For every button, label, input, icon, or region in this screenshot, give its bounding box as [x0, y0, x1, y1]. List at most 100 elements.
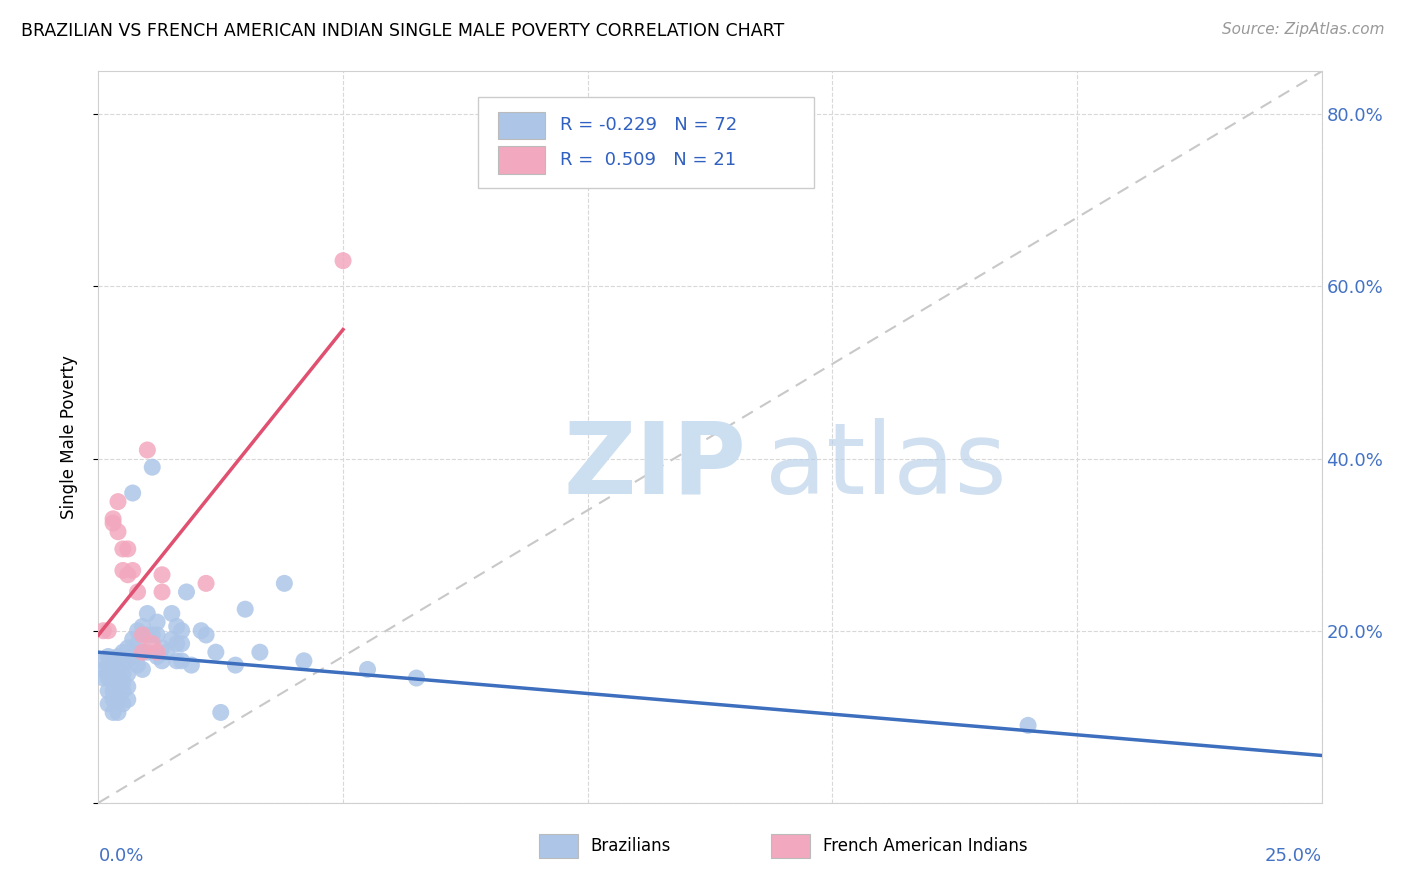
Point: [131, 619, 153, 633]
Point: [107, 662, 129, 676]
Point: [131, 645, 153, 659]
Point: [121, 564, 143, 578]
Point: [101, 512, 124, 526]
Point: [91, 624, 114, 638]
Point: [160, 607, 183, 621]
Point: [117, 666, 139, 681]
Point: [111, 697, 134, 711]
Point: [136, 442, 159, 457]
Point: [136, 628, 159, 642]
Point: [127, 624, 149, 638]
Point: [170, 637, 193, 651]
Point: [156, 645, 179, 659]
Point: [292, 654, 315, 668]
Point: [107, 494, 129, 508]
Point: [141, 628, 163, 642]
Point: [180, 658, 202, 673]
Point: [166, 654, 188, 668]
Point: [170, 624, 193, 638]
Point: [91, 662, 114, 676]
Point: [131, 662, 153, 676]
Point: [136, 645, 159, 659]
FancyBboxPatch shape: [498, 112, 546, 139]
Point: [97, 649, 120, 664]
Point: [150, 585, 173, 599]
Text: Source: ZipAtlas.com: Source: ZipAtlas.com: [1222, 22, 1385, 37]
Point: [111, 645, 134, 659]
Point: [150, 654, 173, 668]
Text: atlas: atlas: [765, 417, 1007, 515]
FancyBboxPatch shape: [478, 97, 814, 188]
Point: [150, 640, 173, 655]
Text: BRAZILIAN VS FRENCH AMERICAN INDIAN SINGLE MALE POVERTY CORRELATION CHART: BRAZILIAN VS FRENCH AMERICAN INDIAN SING…: [21, 22, 785, 40]
Text: ZIP: ZIP: [564, 417, 747, 515]
Point: [273, 576, 295, 591]
Point: [332, 253, 354, 268]
Point: [205, 645, 228, 659]
Point: [101, 666, 124, 681]
Text: 0.0%: 0.0%: [98, 847, 143, 864]
Text: French American Indians: French American Indians: [823, 837, 1028, 855]
Point: [166, 619, 188, 633]
Point: [195, 576, 218, 591]
Point: [111, 684, 134, 698]
Point: [150, 567, 173, 582]
Point: [121, 649, 143, 664]
Point: [141, 637, 163, 651]
Point: [101, 675, 124, 690]
Point: [160, 632, 183, 647]
Point: [101, 516, 124, 530]
Point: [107, 692, 129, 706]
Text: Brazilians: Brazilians: [591, 837, 671, 855]
Point: [101, 658, 124, 673]
Text: R = -0.229   N = 72: R = -0.229 N = 72: [560, 117, 737, 135]
Point: [131, 645, 153, 659]
Point: [97, 662, 120, 676]
Point: [166, 637, 188, 651]
Point: [107, 675, 129, 690]
Point: [190, 624, 212, 638]
Point: [1017, 718, 1039, 732]
Point: [117, 654, 139, 668]
Point: [111, 654, 134, 668]
Point: [127, 658, 149, 673]
Point: [111, 675, 134, 690]
Point: [97, 684, 120, 698]
Point: [101, 706, 124, 720]
Point: [141, 460, 163, 475]
Point: [107, 524, 129, 539]
Point: [131, 628, 153, 642]
Text: R =  0.509   N = 21: R = 0.509 N = 21: [560, 151, 735, 169]
Point: [176, 585, 198, 599]
Point: [117, 541, 139, 556]
Point: [121, 632, 143, 647]
Point: [101, 684, 124, 698]
FancyBboxPatch shape: [772, 834, 810, 858]
Point: [97, 624, 120, 638]
Point: [117, 567, 139, 582]
Point: [97, 671, 120, 685]
FancyBboxPatch shape: [498, 146, 546, 174]
Point: [117, 640, 139, 655]
Point: [195, 628, 218, 642]
Point: [101, 692, 124, 706]
FancyBboxPatch shape: [538, 834, 578, 858]
Point: [233, 602, 256, 616]
Y-axis label: Single Male Poverty: Single Male Poverty: [59, 355, 77, 519]
Point: [111, 666, 134, 681]
Point: [111, 541, 134, 556]
Point: [117, 692, 139, 706]
Point: [97, 697, 120, 711]
Point: [146, 649, 169, 664]
Point: [249, 645, 271, 659]
Point: [170, 654, 193, 668]
Point: [146, 615, 169, 629]
Point: [209, 706, 232, 720]
Point: [117, 680, 139, 694]
Point: [111, 564, 134, 578]
Point: [91, 671, 114, 685]
Point: [405, 671, 427, 685]
Point: [127, 637, 149, 651]
Point: [127, 585, 149, 599]
Point: [91, 654, 114, 668]
